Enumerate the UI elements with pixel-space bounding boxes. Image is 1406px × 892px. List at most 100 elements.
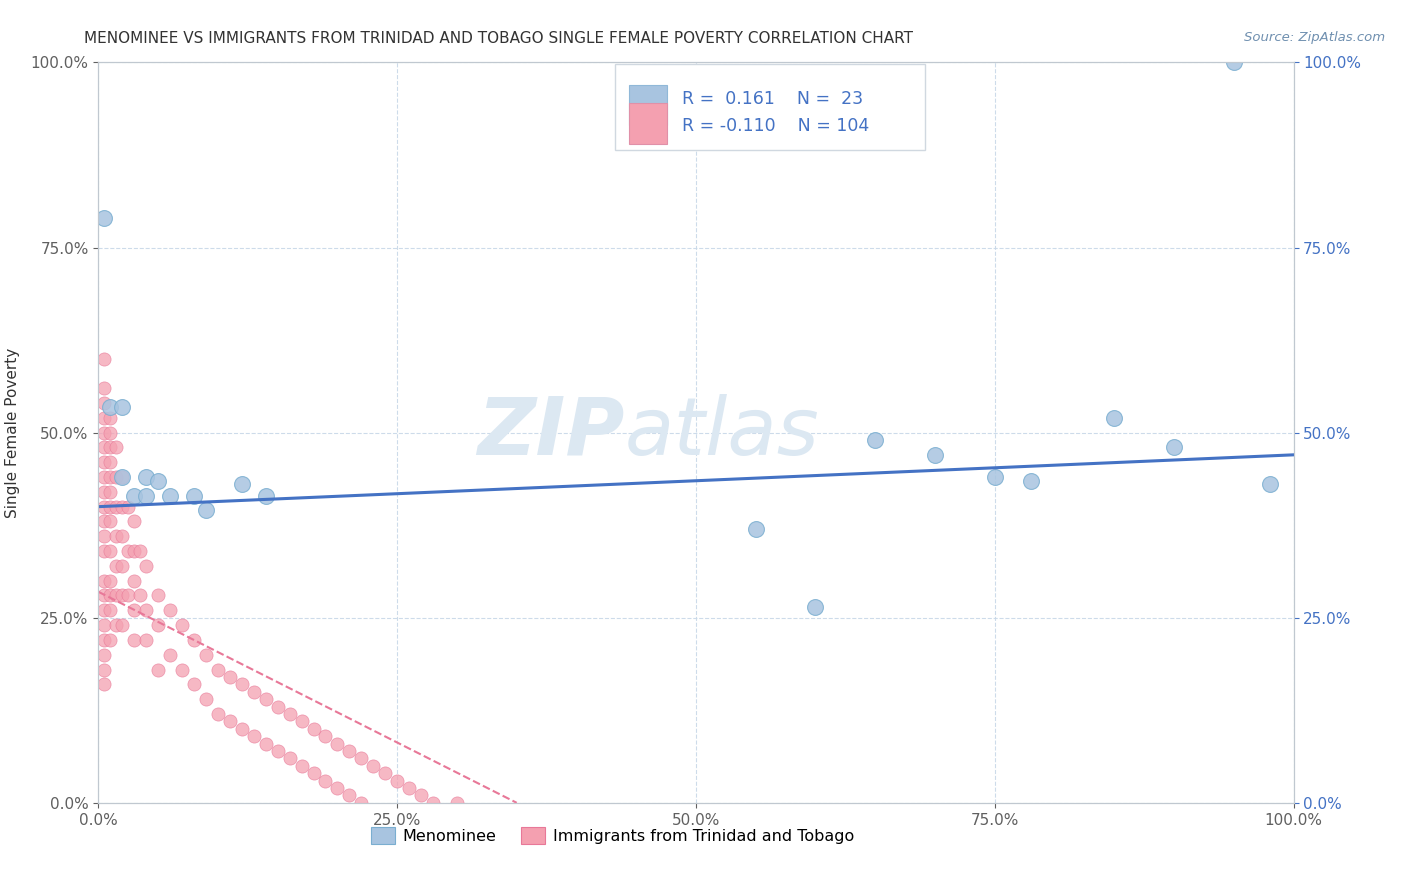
- Point: [93, 663, 115, 677]
- Point: [105, 441, 128, 455]
- Point: [93, 648, 115, 662]
- Point: [219, 714, 242, 729]
- Point: [231, 477, 253, 491]
- Point: [172, 663, 194, 677]
- Point: [385, 773, 409, 788]
- Point: [326, 737, 349, 751]
- Point: [195, 692, 218, 706]
- Point: [135, 603, 157, 617]
- Point: [124, 515, 146, 529]
- Point: [984, 470, 1007, 484]
- Point: [148, 474, 170, 488]
- Point: [111, 470, 134, 484]
- Point: [159, 603, 181, 617]
- Point: [111, 529, 134, 543]
- Point: [93, 351, 115, 366]
- Point: [159, 648, 181, 662]
- Point: [129, 589, 152, 603]
- Point: [93, 381, 115, 395]
- Point: [93, 603, 115, 617]
- Point: [111, 400, 134, 414]
- Point: [93, 677, 115, 691]
- Point: [315, 773, 337, 788]
- Point: [124, 544, 146, 558]
- Point: [135, 558, 157, 573]
- Point: [195, 648, 218, 662]
- Point: [98, 425, 122, 440]
- Point: [93, 396, 115, 410]
- Point: [231, 677, 253, 691]
- Text: R =  0.161    N =  23: R = 0.161 N = 23: [682, 90, 863, 109]
- Point: [98, 632, 122, 647]
- Point: [207, 706, 229, 721]
- Text: atlas: atlas: [624, 393, 820, 472]
- Point: [98, 574, 122, 588]
- Point: [105, 500, 128, 514]
- Point: [111, 470, 134, 484]
- Point: [363, 758, 385, 772]
- Point: [291, 714, 314, 729]
- Point: [183, 677, 205, 691]
- Point: [804, 599, 827, 614]
- Point: [111, 500, 134, 514]
- Point: [148, 618, 170, 632]
- Text: MENOMINEE VS IMMIGRANTS FROM TRINIDAD AND TOBAGO SINGLE FEMALE POVERTY CORRELATI: MENOMINEE VS IMMIGRANTS FROM TRINIDAD AN…: [84, 31, 914, 46]
- Point: [278, 706, 301, 721]
- Point: [93, 574, 115, 588]
- Point: [374, 766, 396, 780]
- Point: [105, 618, 128, 632]
- Point: [339, 789, 361, 803]
- Point: [135, 470, 157, 484]
- Point: [254, 692, 277, 706]
- Point: [243, 685, 266, 699]
- Point: [93, 589, 115, 603]
- Point: [231, 722, 253, 736]
- Point: [93, 455, 115, 469]
- Point: [117, 544, 139, 558]
- Point: [93, 470, 115, 484]
- Point: [105, 470, 128, 484]
- Point: [98, 603, 122, 617]
- Point: [1258, 477, 1281, 491]
- Point: [865, 433, 887, 447]
- Point: [93, 484, 115, 499]
- Point: [1223, 55, 1246, 70]
- Point: [105, 589, 128, 603]
- Point: [98, 470, 122, 484]
- Point: [1104, 410, 1126, 425]
- Point: [124, 489, 146, 503]
- Point: [278, 751, 301, 765]
- Point: [350, 751, 373, 765]
- Point: [93, 618, 115, 632]
- Point: [135, 632, 157, 647]
- Point: [98, 500, 122, 514]
- Point: [267, 744, 290, 758]
- Point: [1019, 474, 1042, 488]
- Point: [98, 515, 122, 529]
- Point: [291, 758, 314, 772]
- Point: [98, 484, 122, 499]
- Text: R = -0.110    N = 104: R = -0.110 N = 104: [682, 117, 869, 135]
- Point: [93, 500, 115, 514]
- Point: [398, 780, 420, 795]
- Point: [745, 522, 768, 536]
- Point: [254, 489, 277, 503]
- Point: [93, 211, 115, 225]
- Point: [124, 574, 146, 588]
- Text: ZIP: ZIP: [477, 393, 624, 472]
- Point: [219, 670, 242, 684]
- Point: [117, 589, 139, 603]
- Point: [148, 589, 170, 603]
- Legend: Menominee, Immigrants from Trinidad and Tobago: Menominee, Immigrants from Trinidad and …: [364, 821, 860, 850]
- Point: [105, 529, 128, 543]
- FancyBboxPatch shape: [628, 85, 668, 126]
- Point: [254, 737, 277, 751]
- Point: [98, 410, 122, 425]
- Point: [302, 722, 325, 736]
- Point: [93, 632, 115, 647]
- Point: [93, 441, 115, 455]
- Point: [117, 500, 139, 514]
- Point: [93, 529, 115, 543]
- Point: [315, 729, 337, 743]
- Point: [93, 410, 115, 425]
